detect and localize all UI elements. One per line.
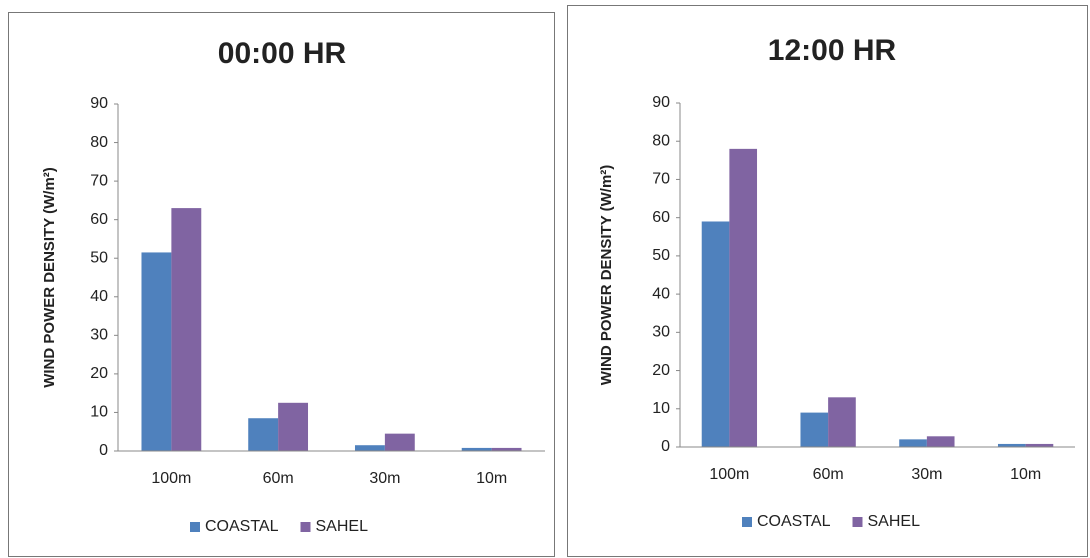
x-tick-label: 30m (911, 466, 942, 483)
x-tick-label: 100m (151, 470, 191, 487)
panel-border (8, 12, 555, 557)
y-tick-label: 30 (652, 324, 670, 341)
y-tick-label: 0 (99, 442, 108, 459)
chart-title: 12:00 HR (768, 34, 897, 67)
bar (171, 208, 202, 451)
bar (926, 436, 955, 447)
x-tick-label: 100m (709, 466, 749, 483)
x-tick-label: 60m (263, 470, 294, 487)
legend-label: COASTAL (205, 518, 279, 535)
bar (701, 221, 730, 447)
y-axis-label: WIND POWER DENSITY (W/m²) (41, 167, 58, 388)
y-tick-label: 90 (90, 95, 108, 112)
y-tick-label: 80 (652, 132, 670, 149)
y-tick-label: 40 (90, 288, 108, 305)
bar (1025, 443, 1054, 447)
y-axis-label: WIND POWER DENSITY (W/m²) (598, 165, 615, 386)
bar (828, 397, 856, 447)
legend-swatch (852, 517, 863, 527)
x-tick-label: 30m (369, 470, 400, 487)
y-tick-label: 90 (652, 94, 670, 111)
legend-swatch (742, 517, 752, 527)
y-tick-label: 0 (661, 438, 670, 455)
y-tick-label: 60 (90, 211, 108, 228)
bar (729, 148, 758, 447)
bar (491, 447, 522, 451)
legend-label: COASTAL (757, 513, 831, 530)
bar (141, 252, 172, 451)
x-tick-label: 60m (813, 466, 844, 483)
y-tick-label: 60 (652, 209, 670, 226)
y-tick-label: 30 (90, 327, 108, 344)
legend-label: SAHEL (868, 513, 921, 530)
panel-border (567, 5, 1088, 557)
y-tick-label: 40 (652, 285, 670, 302)
chart-title: 00:00 HR (218, 37, 347, 70)
y-tick-label: 10 (90, 404, 108, 421)
y-tick-label: 20 (90, 365, 108, 382)
legend-swatch (190, 522, 200, 532)
y-tick-label: 70 (90, 172, 108, 189)
legend-label: SAHEL (316, 518, 369, 535)
y-tick-label: 20 (652, 362, 670, 379)
bar (997, 443, 1026, 447)
bar (278, 402, 309, 451)
bar (354, 445, 385, 451)
y-tick-label: 50 (652, 247, 670, 264)
bar (248, 418, 279, 451)
bar (384, 433, 415, 451)
x-tick-label: 10m (1010, 466, 1041, 483)
y-tick-label: 80 (90, 134, 108, 151)
y-tick-label: 10 (652, 400, 670, 417)
y-tick-label: 50 (90, 249, 108, 266)
bar (899, 439, 927, 447)
x-tick-label: 10m (476, 470, 507, 487)
legend-swatch (300, 522, 311, 532)
y-tick-label: 70 (652, 171, 670, 188)
bar (800, 412, 829, 447)
bar (461, 447, 492, 451)
